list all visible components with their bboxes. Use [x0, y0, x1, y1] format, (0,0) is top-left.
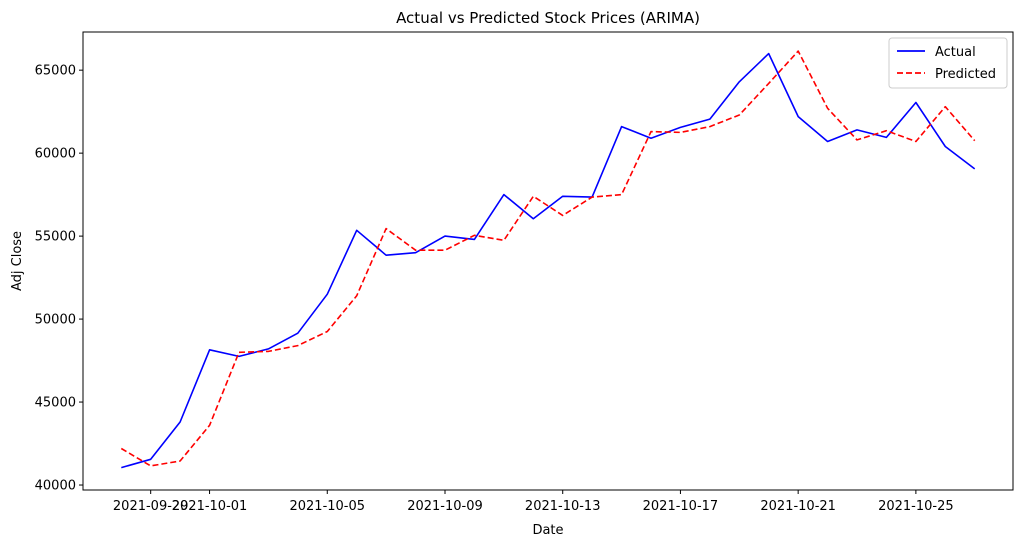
x-tick-label: 2021-10-17: [643, 499, 719, 514]
legend: Actual Predicted: [888, 37, 1008, 89]
x-axis-label: Date: [532, 523, 563, 538]
y-tick-label: 65000: [35, 64, 76, 79]
y-axis-ticks: 40000 45000 50000 55000 60000 65000: [35, 64, 83, 494]
y-axis-label: Adj Close: [10, 231, 25, 291]
plot-area-frame: [82, 31, 1014, 491]
y-tick-label: 40000: [35, 479, 76, 494]
x-tick-label: 2021-10-05: [289, 499, 365, 514]
legend-label-actual: Actual: [935, 45, 976, 60]
x-tick-label: 2021-09-29: [113, 499, 189, 514]
x-tick-label: 2021-10-01: [172, 499, 248, 514]
y-tick-label: 50000: [35, 313, 76, 328]
y-tick-label: 55000: [35, 230, 76, 245]
chart-title: Actual vs Predicted Stock Prices (ARIMA): [396, 9, 700, 27]
y-tick-label: 60000: [35, 147, 76, 162]
series-line-predicted: [120, 50, 976, 467]
x-tick-label: 2021-10-25: [878, 499, 954, 514]
x-tick-label: 2021-10-13: [525, 499, 601, 514]
series-lines: [120, 50, 976, 469]
x-tick-label: 2021-10-09: [407, 499, 483, 514]
x-tick-label: 2021-10-21: [760, 499, 836, 514]
legend-label-predicted: Predicted: [935, 67, 996, 82]
series-line-actual: [121, 52, 976, 469]
y-tick-label: 45000: [35, 396, 76, 411]
